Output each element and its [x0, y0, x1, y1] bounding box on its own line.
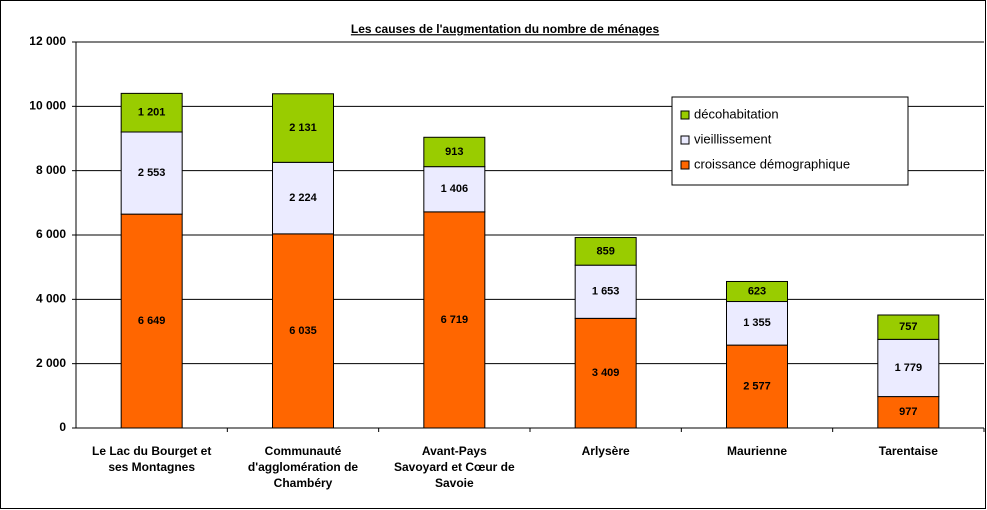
chart-title: Les causes de l'augmentation du nombre d… [351, 22, 660, 36]
x-tick-label: Communauté d'agglomération de Chambéry [248, 444, 359, 490]
legend-box [671, 96, 909, 186]
bar-segment [574, 264, 637, 319]
y-tick-label: 0 [59, 420, 66, 434]
y-tick-label: 6 000 [36, 227, 66, 241]
y-tick-label: 12 000 [29, 34, 66, 48]
data-label: 1 355 [743, 317, 771, 329]
legend-label: croissance démographique [694, 156, 850, 171]
bar-segment [423, 136, 486, 168]
x-tick-label: Arlysère [582, 444, 630, 458]
legend-swatch [680, 135, 690, 145]
bar-segment [272, 161, 334, 235]
data-label: 1 653 [592, 286, 620, 298]
bar-segment [423, 211, 486, 429]
bar-segment [120, 213, 183, 429]
x-tick-label: Le Lac du Bourget et ses Montagnes [92, 444, 211, 474]
bar-segment [877, 314, 940, 340]
bar-segment [877, 396, 940, 429]
data-label: 623 [748, 285, 766, 297]
data-label: 2 553 [138, 167, 166, 179]
legend-swatch [680, 160, 690, 170]
y-tick-label: 8 000 [36, 163, 66, 177]
y-tick-label: 10 000 [29, 99, 66, 113]
data-label: 6 719 [441, 314, 469, 326]
data-label: 1 406 [441, 183, 469, 195]
data-label: 913 [445, 146, 463, 158]
data-label: 3 409 [592, 367, 620, 379]
legend-swatch [680, 110, 690, 120]
bar-segment [423, 166, 486, 213]
data-label: 1 201 [138, 107, 166, 119]
legend-label: décohabitation [694, 106, 779, 121]
bar-segment [574, 237, 637, 266]
bar-segment [272, 93, 334, 163]
legend-label: vieillissement [694, 131, 772, 146]
bar-segment [120, 92, 183, 133]
bar-segment [574, 317, 637, 429]
data-label: 1 779 [895, 362, 923, 374]
x-tick-label: Tarentaise [879, 444, 938, 458]
bar-segment [120, 131, 183, 215]
data-label: 2 577 [743, 380, 771, 392]
bar-segment [726, 280, 788, 303]
data-label: 6 035 [289, 325, 317, 337]
data-label: 977 [899, 406, 917, 418]
y-tick-label: 4 000 [36, 292, 66, 306]
x-tick-label: Avant-Pays Savoyard et Cœur de Savoie [394, 444, 515, 490]
data-label: 859 [596, 245, 614, 257]
bar-segment [877, 338, 940, 398]
data-label: 6 649 [138, 315, 166, 327]
data-label: 757 [899, 321, 917, 333]
data-label: 2 131 [289, 122, 317, 134]
y-tick-label: 2 000 [36, 356, 66, 370]
x-tick-label: Maurienne [727, 444, 787, 458]
bar-segment [726, 301, 788, 346]
data-label: 2 224 [289, 192, 317, 204]
